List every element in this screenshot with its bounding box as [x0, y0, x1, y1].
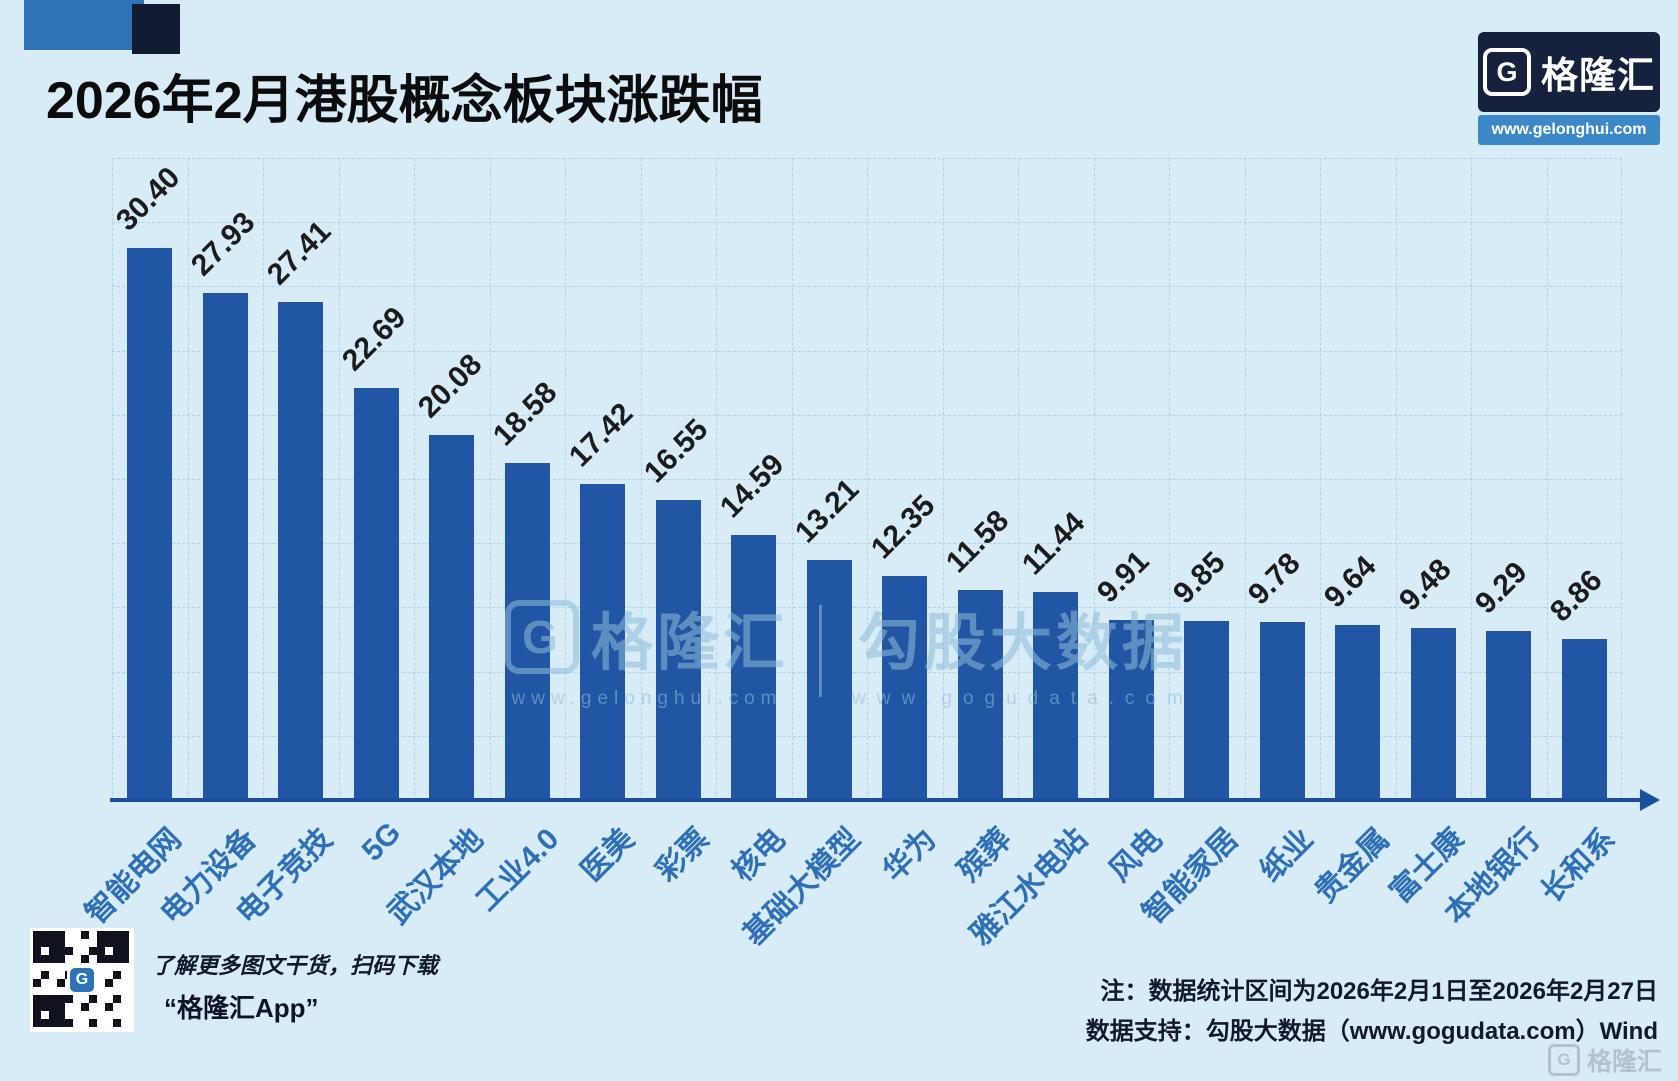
- category-label: 医美: [574, 822, 641, 889]
- value-label: 9.29: [1468, 555, 1534, 621]
- value-label: 17.42: [562, 396, 640, 473]
- value-label: 9.78: [1242, 547, 1307, 612]
- value-label: 11.44: [1015, 506, 1091, 582]
- category-label: 长和系: [1534, 822, 1622, 910]
- qr-code: G: [30, 928, 134, 1032]
- category-label: 电子竞技: [230, 822, 339, 931]
- bar-电子竞技: [278, 302, 324, 800]
- qr-caption: 了解更多图文干货，扫码下载: [152, 953, 439, 978]
- bar-风电: [1108, 620, 1154, 800]
- bar-贵金属: [1335, 624, 1381, 800]
- deco-bar-blue: [24, 0, 144, 50]
- category-label: 基础大模型: [737, 822, 867, 952]
- qr-center-logo: G: [67, 965, 97, 995]
- category-label: 贵金属: [1308, 822, 1396, 910]
- corner-brand-logo: G 格隆汇: [1547, 1042, 1662, 1078]
- value-label: 27.93: [185, 205, 262, 283]
- value-label: 16.55: [638, 412, 715, 489]
- value-label: 22.69: [336, 300, 413, 378]
- bar-基础大模型: [806, 560, 852, 800]
- brand-g-icon: G: [1483, 48, 1531, 96]
- qr-pattern: [33, 931, 129, 1027]
- brand-name: 格隆汇: [1541, 55, 1655, 96]
- category-label: 核电: [725, 822, 792, 889]
- category-label: 智能电网: [79, 822, 188, 931]
- corner-g-icon: G: [1547, 1044, 1580, 1076]
- bar-智能电网: [127, 248, 173, 800]
- value-label: 12.35: [864, 488, 942, 566]
- bar-雅江水电站: [1033, 592, 1079, 800]
- bar-武汉本地: [429, 435, 475, 800]
- value-label: 30.40: [109, 160, 187, 238]
- bar-电力设备: [202, 292, 248, 800]
- bar-纸业: [1259, 622, 1305, 800]
- bar-富士康: [1410, 627, 1456, 800]
- bar-长和系: [1561, 639, 1607, 800]
- x-axis-arrow-icon: [1640, 789, 1660, 811]
- bar-5G: [353, 388, 399, 800]
- footnotes: 注：数据统计区间为2026年2月1日至2026年2月27日 数据支持：勾股大数据…: [1086, 972, 1658, 1052]
- category-label: 富士康: [1383, 822, 1471, 910]
- bar-智能家居: [1184, 621, 1230, 800]
- app-label: “格隆汇App”: [164, 993, 319, 1023]
- category-label: 工业4.0: [469, 822, 565, 918]
- brand-logo-box: G 格隆汇: [1478, 32, 1660, 112]
- value-label: 9.91: [1091, 544, 1156, 610]
- category-label: 彩票: [650, 822, 716, 889]
- bar-彩票: [655, 499, 701, 800]
- value-label: 9.85: [1166, 545, 1232, 611]
- footnote-data-source: 数据支持：勾股大数据（www.gogudata.com）Wind: [1085, 1018, 1658, 1045]
- bar-医美: [580, 483, 626, 800]
- category-label: 智能家居: [1136, 822, 1245, 931]
- category-label: 纸业: [1254, 822, 1320, 889]
- corner-brand-name: 格隆汇: [1586, 1048, 1662, 1076]
- bar-本地银行: [1486, 631, 1532, 800]
- category-label: 殡葬: [952, 822, 1018, 889]
- bar-殡葬: [957, 589, 1003, 800]
- category-label: 华为: [876, 822, 943, 889]
- bar-华为: [882, 575, 928, 800]
- category-label: 5G: [355, 816, 408, 868]
- category-label: 风电: [1103, 822, 1169, 889]
- page-title: 2026年2月港股概念板块涨跌幅: [46, 72, 763, 130]
- deco-bar-navy: [132, 4, 180, 54]
- brand-url: www.gelonghui.com: [1478, 115, 1660, 145]
- x-axis: [110, 789, 1660, 811]
- value-label: 8.86: [1544, 563, 1609, 629]
- category-label: 雅江水电站: [964, 822, 1094, 952]
- bar-chart: 30.40 27.93 27.41 22.69 20.08 18.58 17.42 16.55…: [109, 158, 1660, 811]
- footnote-date-range: 注：数据统计区间为2026年2月1日至2026年2月27日: [1100, 978, 1658, 1005]
- value-label: 27.41: [260, 215, 338, 292]
- category-label: 武汉本地: [381, 822, 490, 931]
- category-label: 电力设备: [154, 822, 263, 931]
- category-label: 本地银行: [1438, 822, 1547, 931]
- value-label: 11.58: [940, 503, 1016, 580]
- value-label: 13.21: [789, 473, 866, 550]
- value-label: 9.64: [1317, 549, 1383, 615]
- brand-logo: G 格隆汇 www.gelonghui.com: [1478, 32, 1660, 145]
- bar-工业4.0: [504, 462, 550, 800]
- bar-核电: [731, 535, 777, 800]
- value-label: 14.59: [713, 447, 791, 525]
